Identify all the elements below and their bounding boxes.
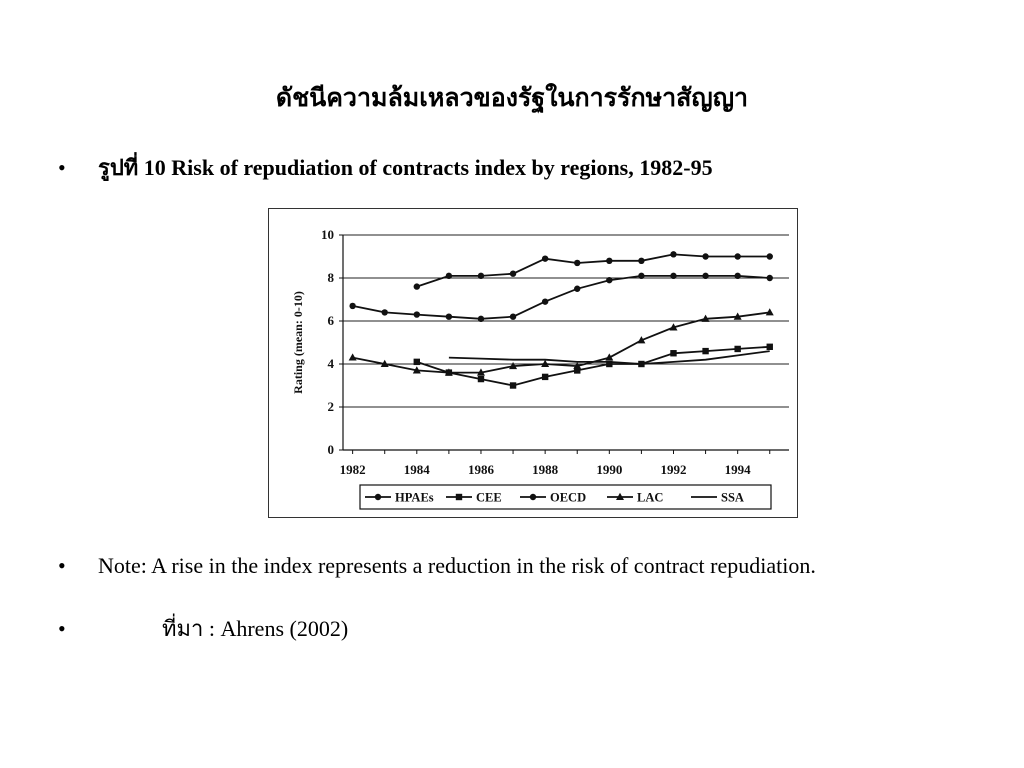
data-point-oecd xyxy=(477,315,485,323)
data-point-oecd xyxy=(638,272,645,280)
data-point-lac xyxy=(476,368,485,376)
series-line-oecd xyxy=(352,275,770,320)
data-point-hpaes xyxy=(734,253,741,260)
data-point-oecd xyxy=(541,298,549,305)
y-tick-label: 0 xyxy=(328,442,335,457)
data-point-oecd xyxy=(574,285,581,292)
source-text: : Ahrens (2002) xyxy=(203,616,349,641)
x-tick-label: 1988 xyxy=(532,462,559,477)
data-point-hpaes xyxy=(638,257,645,264)
data-point-lac xyxy=(669,323,678,331)
x-tick-label: 1990 xyxy=(596,462,622,477)
data-point-hpaes xyxy=(477,272,485,280)
data-point-hpaes xyxy=(670,251,677,258)
source-row: • ที่มา : Ahrens (2002) xyxy=(58,611,348,646)
legend-marker-cee xyxy=(455,493,463,501)
data-point-lac xyxy=(444,368,453,376)
series-line-hpaes xyxy=(416,253,770,288)
data-point-hpaes xyxy=(606,257,613,264)
y-tick-label: 10 xyxy=(321,227,334,242)
data-point-cee xyxy=(541,373,549,381)
data-point-hpaes xyxy=(702,253,709,260)
figure-caption-thai: รูปที่ xyxy=(98,156,139,181)
data-point-oecd xyxy=(702,272,709,280)
data-point-oecd xyxy=(381,309,388,316)
bullet: • xyxy=(58,155,66,180)
data-point-cee xyxy=(509,382,517,389)
data-point-lac xyxy=(348,353,357,361)
data-point-hpaes xyxy=(413,283,420,290)
legend-marker-oecd xyxy=(529,493,537,501)
data-point-hpaes xyxy=(541,255,549,262)
data-point-cee xyxy=(702,347,709,355)
data-point-lac xyxy=(733,312,742,320)
x-tick-label: 1992 xyxy=(660,462,686,477)
x-tick-label: 1986 xyxy=(468,462,495,477)
data-point-oecd xyxy=(509,313,517,320)
data-point-lac xyxy=(701,314,710,322)
data-point-oecd xyxy=(606,276,613,284)
legend-label-ssa: SSA xyxy=(721,491,744,505)
data-point-cee xyxy=(574,367,581,374)
data-point-lac xyxy=(412,366,421,374)
data-point-hpaes xyxy=(574,259,581,267)
legend-label-cee: CEE xyxy=(476,491,502,505)
data-point-lac xyxy=(509,361,518,370)
note-row: • Note: A rise in the index represents a … xyxy=(58,553,816,579)
legend-marker-lac xyxy=(616,492,624,500)
data-point-oecd xyxy=(734,272,741,280)
data-point-lac xyxy=(765,308,774,316)
note-text: Note: A rise in the index represents a r… xyxy=(98,553,816,578)
series-line-lac xyxy=(352,311,770,374)
data-point-oecd xyxy=(670,272,677,280)
series-line-cee xyxy=(416,345,770,387)
slide-title: ดัชนีความล้มเหลวของรัฐในการรักษาสัญญา xyxy=(275,83,749,112)
legend-label-oecd: OECD xyxy=(550,491,586,505)
data-point-cee xyxy=(413,358,420,366)
chart-frame: 0 2 4 6 8 10 1982 1984 1986 1988 1990 1992 1994 Ratin… xyxy=(268,208,798,518)
figure-caption-row: • รูปที่ 10 Risk of repudiation of contra… xyxy=(58,150,713,185)
data-point-oecd xyxy=(445,313,453,320)
data-point-hpaes xyxy=(766,253,773,260)
y-tick-label: 4 xyxy=(328,356,335,371)
data-point-hpaes xyxy=(445,272,453,280)
x-tick-label: 1994 xyxy=(725,462,752,477)
x-tick-label: 1984 xyxy=(404,462,431,477)
legend-label-hpaes: HPAEs xyxy=(395,491,434,505)
y-tick-label: 6 xyxy=(328,313,335,328)
bullet: • xyxy=(58,553,66,578)
data-point-cee xyxy=(606,360,613,368)
data-point-cee xyxy=(766,343,773,350)
data-point-cee xyxy=(477,375,485,383)
series-line-ssa xyxy=(448,350,770,365)
figure-caption: 10 Risk of repudiation of contracts inde… xyxy=(138,155,713,180)
data-point-cee xyxy=(734,345,741,353)
y-tick-label: 8 xyxy=(328,270,335,285)
data-point-lac xyxy=(605,353,614,361)
data-point-hpaes xyxy=(509,270,517,277)
line-chart: 0 2 4 6 8 10 1982 1984 1986 1988 1990 1992 1994 Ratin… xyxy=(291,227,789,510)
bullet: • xyxy=(58,616,66,641)
x-tick-label: 1982 xyxy=(340,462,366,477)
data-point-lac xyxy=(541,359,550,367)
legend-label-lac: LAC xyxy=(637,491,663,505)
data-point-oecd xyxy=(413,311,420,318)
data-point-cee xyxy=(670,350,677,357)
data-point-oecd xyxy=(766,274,773,282)
data-point-lac xyxy=(573,361,582,370)
source-label-thai: ที่มา xyxy=(162,617,204,642)
legend-marker-hpaes xyxy=(374,493,382,501)
data-point-lac xyxy=(380,359,389,367)
data-point-oecd xyxy=(349,302,356,310)
y-axis-label: Rating (mean: 0-10) xyxy=(291,291,305,394)
data-point-lac xyxy=(637,336,646,344)
y-tick-label: 2 xyxy=(328,399,335,414)
